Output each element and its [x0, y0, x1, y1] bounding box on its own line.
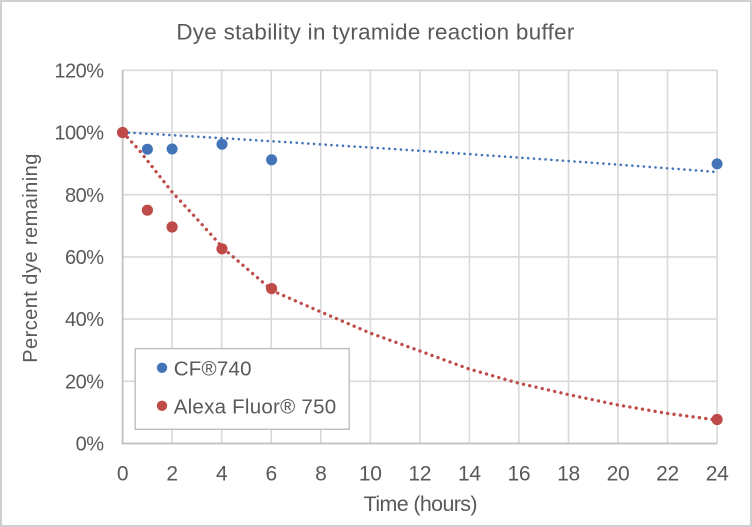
- svg-text:CF®740: CF®740: [174, 357, 252, 380]
- svg-text:20: 20: [607, 462, 630, 485]
- svg-text:100%: 100%: [54, 123, 104, 145]
- svg-text:40%: 40%: [65, 309, 104, 331]
- svg-text:24: 24: [706, 462, 729, 485]
- svg-text:120%: 120%: [54, 60, 104, 82]
- svg-text:12: 12: [408, 462, 431, 485]
- svg-text:0%: 0%: [76, 434, 105, 456]
- svg-text:60%: 60%: [65, 247, 104, 269]
- svg-text:16: 16: [508, 462, 531, 485]
- svg-text:Percent dye remaining: Percent dye remaining: [20, 153, 42, 363]
- svg-text:18: 18: [557, 462, 580, 485]
- svg-text:4: 4: [216, 462, 228, 485]
- svg-text:Time (hours): Time (hours): [364, 492, 477, 516]
- svg-text:14: 14: [458, 462, 481, 485]
- svg-text:8: 8: [315, 462, 326, 485]
- svg-text:20%: 20%: [65, 371, 104, 393]
- svg-text:10: 10: [359, 462, 382, 485]
- svg-text:80%: 80%: [65, 185, 104, 207]
- svg-text:Dye stability in tyramide reac: Dye stability in tyramide reaction buffe…: [176, 19, 575, 44]
- svg-text:0: 0: [117, 462, 128, 485]
- svg-text:22: 22: [656, 462, 679, 485]
- svg-text:Alexa Fluor® 750: Alexa Fluor® 750: [174, 395, 337, 418]
- svg-text:2: 2: [166, 462, 177, 485]
- svg-text:6: 6: [266, 462, 277, 485]
